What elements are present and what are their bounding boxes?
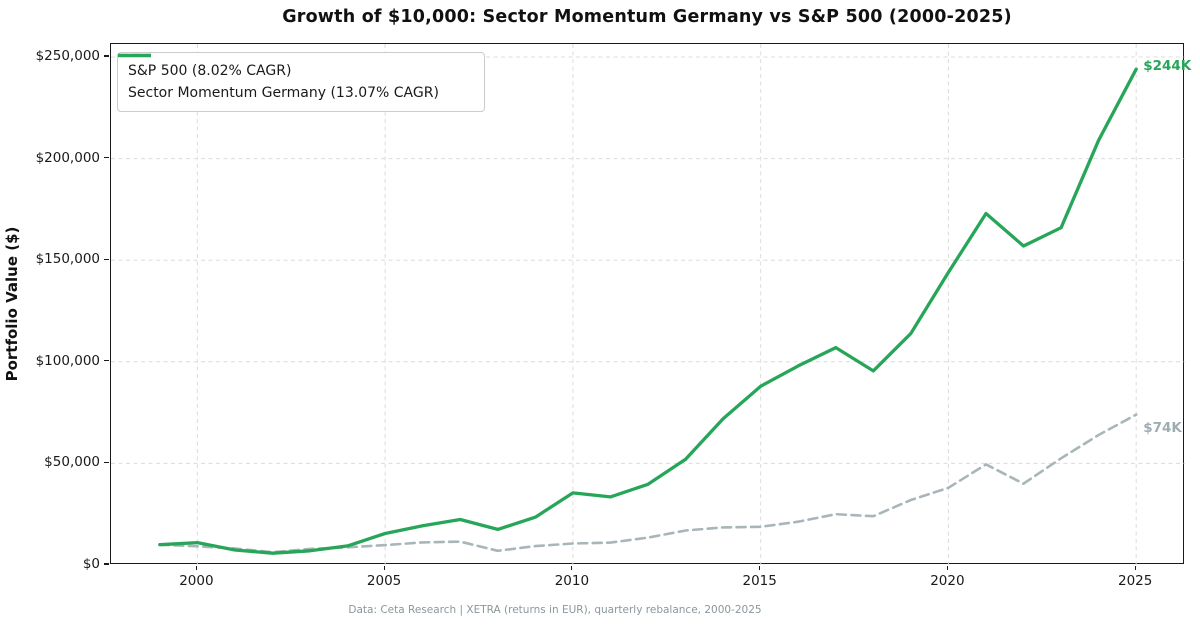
momentum-solid-line-sample xyxy=(118,53,151,58)
series-lines xyxy=(158,67,1138,555)
end-value-annotation-sp500: $74K xyxy=(1143,419,1182,436)
y-tick-label: $100,000 xyxy=(35,352,100,369)
x-tick-label: 2015 xyxy=(742,573,777,589)
x-tick-label: 2010 xyxy=(554,573,590,589)
x-tick-mark xyxy=(571,565,573,570)
y-tick-mark xyxy=(104,360,109,362)
y-tick-mark xyxy=(104,461,109,463)
legend: S&P 500 (8.02% CAGR) Sector Momentum Ger… xyxy=(117,52,485,112)
legend-label-sp500: S&P 500 (8.02% CAGR) xyxy=(128,63,292,79)
y-tick-mark xyxy=(104,258,109,260)
x-tick-mark xyxy=(1134,565,1136,570)
legend-item-sp500: S&P 500 (8.02% CAGR) xyxy=(118,53,472,82)
chart-title: Growth of $10,000: Sector Momentum Germa… xyxy=(282,7,1012,27)
x-tick-label: 2000 xyxy=(179,573,214,589)
data-source-note: Data: Ceta Research | XETRA (returns in … xyxy=(348,604,762,616)
y-tick-label: $250,000 xyxy=(35,48,100,64)
x-tick-label: 2005 xyxy=(366,573,402,589)
x-tick-mark xyxy=(946,565,948,570)
series-line-momentum xyxy=(158,67,1138,555)
x-tick-mark xyxy=(759,565,761,570)
y-tick-mark xyxy=(104,157,109,159)
y-tick-label: $50,000 xyxy=(44,454,100,471)
end-value-annotation-momentum: $244K xyxy=(1143,58,1192,75)
x-tick-mark xyxy=(195,565,197,570)
y-tick-mark xyxy=(104,563,109,565)
legend-label-momentum: Sector Momentum Germany (13.07% CAGR) xyxy=(128,85,439,101)
x-tick-mark xyxy=(383,565,385,570)
y-tick-label: $0 xyxy=(82,556,100,572)
grid-lines xyxy=(111,44,1185,565)
plot-area: S&P 500 (8.02% CAGR) Sector Momentum Ger… xyxy=(110,43,1185,565)
legend-item-momentum: Sector Momentum Germany (13.07% CAGR) xyxy=(118,53,472,104)
y-axis-label: Portfolio Value ($) xyxy=(3,226,21,382)
y-tick-label: $150,000 xyxy=(35,251,100,268)
line-chart-canvas xyxy=(111,44,1185,565)
x-tick-label: 2020 xyxy=(930,573,965,589)
y-tick-label: $200,000 xyxy=(35,149,100,166)
y-tick-mark xyxy=(104,55,109,57)
x-tick-label: 2025 xyxy=(1118,573,1153,589)
